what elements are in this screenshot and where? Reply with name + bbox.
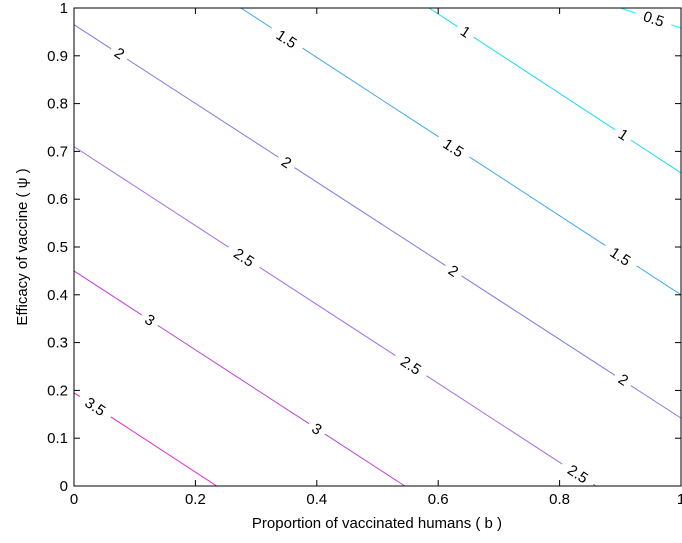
contour-line-1.5 <box>636 265 682 296</box>
y-tick-label: 0.8 <box>47 96 68 113</box>
y-tick-label: 1 <box>60 0 68 17</box>
x-tick-label: 0.8 <box>549 491 570 508</box>
contour-line-2 <box>73 24 112 50</box>
x-axis-label: Proportion of vaccinated humans ( b ) <box>252 515 502 532</box>
y-tick-label: 0.2 <box>47 382 68 399</box>
x-axis-ticks: 0 0.2 0.4 0.6 0.8 1 <box>70 8 682 508</box>
contour-line-2 <box>630 385 682 419</box>
y-axis-ticks: 0 0.1 0.2 0.3 0.4 0.5 0.6 0.7 0.8 0.9 1 <box>47 0 681 495</box>
y-tick-label: 0.5 <box>47 239 68 256</box>
x-tick-label: 0.2 <box>185 491 206 508</box>
x-tick-label: 0 <box>70 491 78 508</box>
x-tick-label: 0.6 <box>428 491 449 508</box>
contour-lines <box>73 7 682 487</box>
y-tick-label: 0.4 <box>47 287 68 304</box>
y-tick-label: 0.3 <box>47 335 68 352</box>
contour-line-1.5 <box>240 7 272 29</box>
contour-line-3 <box>324 433 406 487</box>
y-tick-label: 0.6 <box>47 191 68 208</box>
contour-line-1 <box>428 7 458 28</box>
plot-area-background <box>74 8 681 486</box>
contour-line-3 <box>73 270 143 316</box>
contour-line-3 <box>157 324 310 425</box>
contour-line-2.5 <box>73 146 229 248</box>
contour-line-2 <box>461 275 616 376</box>
contour-line-3.5 <box>73 392 81 397</box>
y-tick-label: 0.9 <box>47 48 68 65</box>
contour-line-2.5 <box>259 266 396 356</box>
contour-line-2.5 <box>426 375 563 465</box>
contour-line-1.5 <box>302 47 439 138</box>
x-tick-label: 1 <box>677 491 682 508</box>
contour-line-1 <box>473 36 616 131</box>
x-tick-label: 0.4 <box>306 491 327 508</box>
contour-line-1 <box>630 139 682 174</box>
contour-line-0.5 <box>671 24 682 29</box>
contour-line-2 <box>126 58 279 158</box>
contour-line-0.5 <box>620 7 637 14</box>
contour-line-1.5 <box>469 156 606 246</box>
y-axis-label: Efficacy of vaccine ( ψ ) <box>14 168 31 325</box>
contour-line-2 <box>294 167 446 266</box>
y-tick-label: 0.1 <box>47 430 68 447</box>
contour-line-3.5 <box>110 416 217 487</box>
y-tick-label: 0.7 <box>47 143 68 160</box>
contour-label-0.5: 0.5 <box>641 8 666 31</box>
y-tick-label: 0 <box>60 478 68 495</box>
